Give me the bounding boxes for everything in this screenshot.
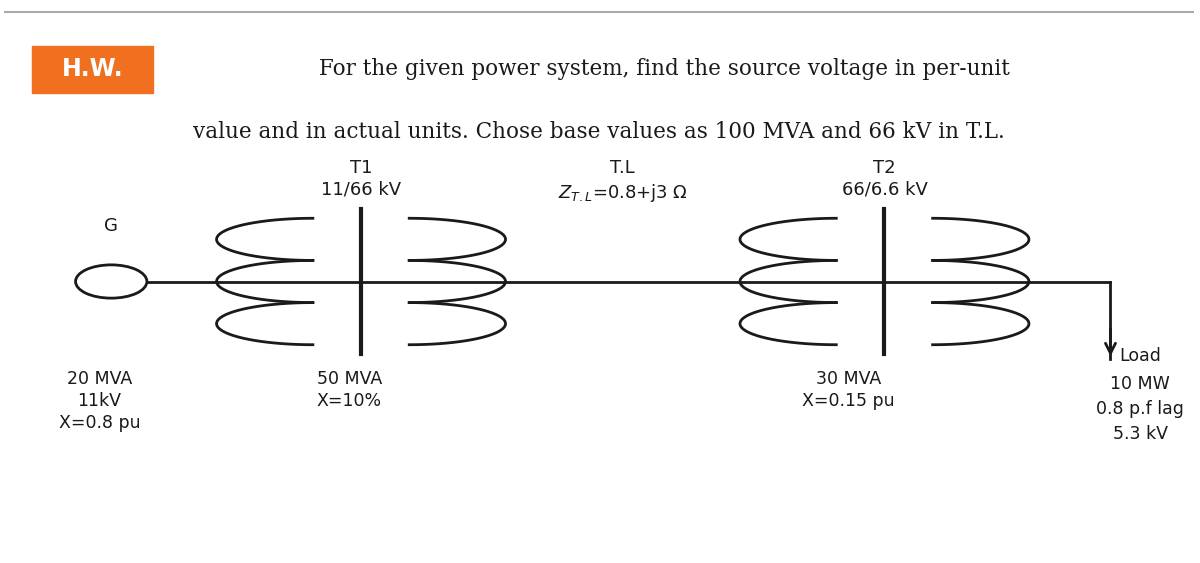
- Text: 50 MVA: 50 MVA: [317, 369, 382, 387]
- Text: 30 MVA: 30 MVA: [816, 369, 881, 387]
- Text: 0.8 p.f lag: 0.8 p.f lag: [1097, 400, 1184, 418]
- Text: 5.3 kV: 5.3 kV: [1112, 425, 1168, 443]
- Text: X=0.15 pu: X=0.15 pu: [803, 392, 895, 410]
- Text: X=0.8 pu: X=0.8 pu: [59, 414, 140, 432]
- Text: H.W.: H.W.: [61, 57, 124, 81]
- Text: 11kV: 11kV: [77, 392, 121, 410]
- Text: 10 MW: 10 MW: [1110, 375, 1170, 393]
- Text: X=10%: X=10%: [317, 392, 382, 410]
- Text: 66/6.6 kV: 66/6.6 kV: [841, 181, 928, 199]
- Text: Load: Load: [1120, 347, 1162, 365]
- Text: For the given power system, find the source voltage in per-unit: For the given power system, find the sou…: [319, 59, 1010, 81]
- Text: T1: T1: [349, 159, 372, 177]
- FancyBboxPatch shape: [31, 46, 152, 93]
- Text: T2: T2: [874, 159, 895, 177]
- Text: $Z_{T.L}$=0.8+j3 Ω: $Z_{T.L}$=0.8+j3 Ω: [558, 182, 688, 204]
- Text: G: G: [104, 217, 118, 235]
- Text: T.L: T.L: [611, 159, 635, 177]
- Text: 20 MVA: 20 MVA: [67, 369, 132, 387]
- Text: value and in actual units. Chose base values as 100 MVA and 66 kV in T.L.: value and in actual units. Chose base va…: [193, 120, 1004, 143]
- Text: 11/66 kV: 11/66 kV: [320, 181, 401, 199]
